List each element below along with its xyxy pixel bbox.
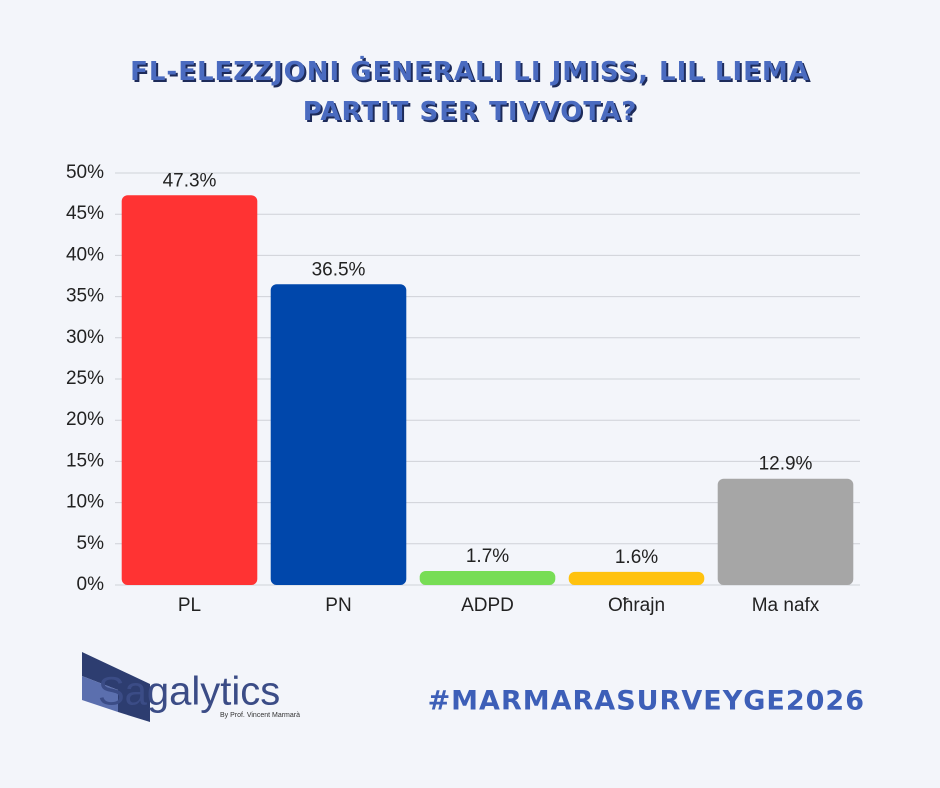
- x-tick-label: Oħrajn: [608, 595, 665, 616]
- bar: [121, 195, 258, 586]
- y-tick-label: 25%: [66, 368, 104, 389]
- bar: [568, 571, 705, 585]
- value-label: 36.5%: [312, 259, 366, 280]
- logo-text: Sagalytics: [98, 670, 280, 714]
- hashtag: #MARMARASURVEYGE2026: [428, 686, 865, 717]
- logo-mark: [82, 652, 150, 722]
- y-tick-label: 50%: [66, 162, 104, 183]
- chart-title: FL-ELEZZJONI ĠENERALI LI JMISS, LIL LIEM…: [130, 57, 810, 127]
- y-tick-label: 40%: [66, 244, 104, 265]
- x-tick-label: ADPD: [461, 595, 514, 616]
- value-label: 12.9%: [759, 454, 813, 475]
- y-tick-label: 5%: [77, 533, 105, 554]
- logo-mark: [82, 676, 118, 712]
- y-tick-label: 20%: [66, 409, 104, 430]
- y-tick-label: 30%: [66, 327, 104, 348]
- y-tick-label: 35%: [66, 286, 104, 307]
- y-tick-label: 15%: [66, 450, 104, 471]
- y-tick-label: 0%: [77, 574, 105, 595]
- x-tick-label: PN: [325, 595, 351, 616]
- value-label: 47.3%: [163, 170, 217, 191]
- bar: [717, 478, 854, 585]
- y-tick-label: 45%: [66, 203, 104, 224]
- value-label: 1.6%: [615, 547, 658, 568]
- byline: By Prof. Vincent Marmarà: [220, 712, 300, 719]
- value-label: 1.7%: [466, 546, 509, 567]
- bar: [270, 284, 407, 585]
- x-tick-label: PL: [178, 595, 201, 616]
- logo: [82, 652, 150, 722]
- y-tick-label: 10%: [66, 492, 104, 513]
- bar: [419, 570, 556, 585]
- x-tick-label: Ma nafx: [752, 595, 820, 616]
